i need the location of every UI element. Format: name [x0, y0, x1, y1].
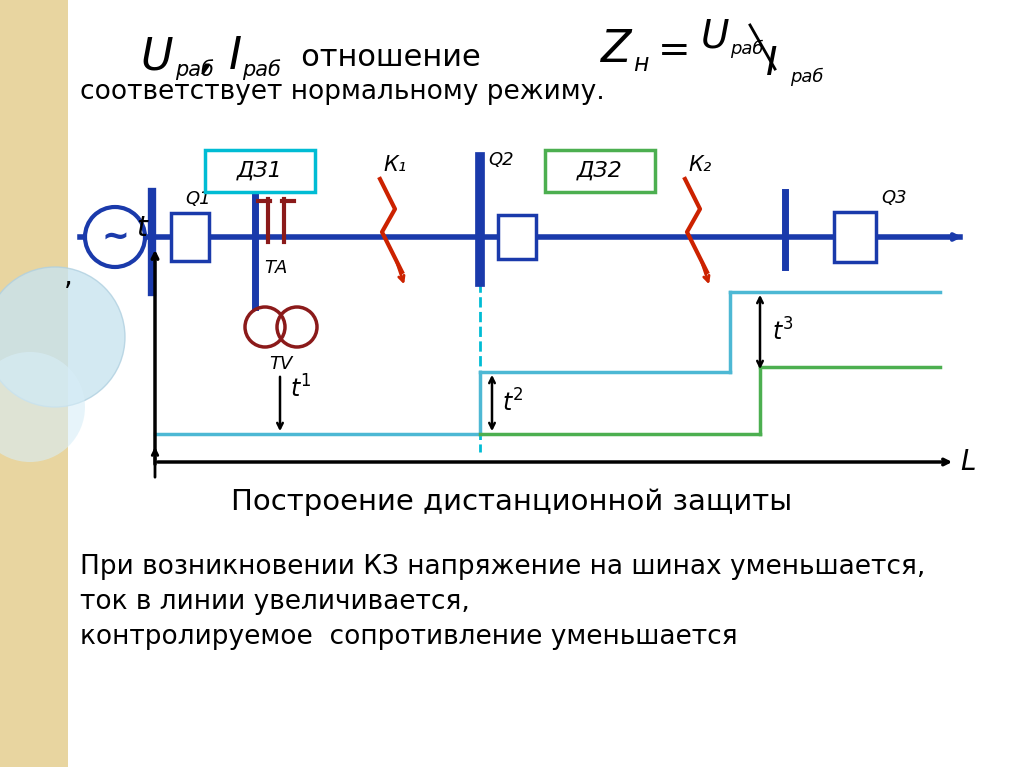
Text: Построение дистанционной защиты: Построение дистанционной защиты [231, 488, 793, 516]
Text: $t^3$: $t^3$ [772, 318, 794, 346]
Text: ДЗ2: ДЗ2 [578, 161, 623, 181]
Text: контролируемое  сопротивление уменьшается: контролируемое сопротивление уменьшается [80, 624, 737, 650]
Text: $I$: $I$ [765, 45, 777, 83]
Circle shape [0, 267, 125, 407]
Text: К₂: К₂ [688, 155, 712, 175]
Text: Q1: Q1 [185, 190, 211, 208]
Text: раб: раб [730, 40, 764, 58]
Text: $t^1$: $t^1$ [290, 375, 312, 403]
Text: ТА: ТА [264, 259, 288, 277]
Text: отношение: отношение [272, 42, 480, 71]
Bar [205, 150, 315, 192]
Text: Q2: Q2 [488, 151, 514, 169]
Bar [0, 0, 68, 767]
Text: К₁: К₁ [383, 155, 407, 175]
Text: TV: TV [269, 355, 293, 373]
Text: Q3: Q3 [881, 189, 906, 207]
Text: $U$: $U$ [700, 18, 730, 56]
Circle shape [0, 352, 85, 462]
Bar [171, 213, 209, 261]
Text: ~: ~ [101, 220, 129, 254]
Bar [498, 215, 536, 259]
Text: $U$: $U$ [140, 35, 174, 78]
Text: $Z$: $Z$ [600, 28, 634, 71]
Bar [545, 150, 655, 192]
Text: , $I$: , $I$ [200, 35, 243, 78]
Text: При возникновении КЗ напряжение на шинах уменьшается,: При возникновении КЗ напряжение на шинах… [80, 554, 926, 580]
Text: $t^2$: $t^2$ [502, 390, 524, 416]
Text: ,: , [63, 263, 73, 291]
Text: ток в линии увеличивается,: ток в линии увеличивается, [80, 589, 470, 615]
Text: раб: раб [790, 67, 823, 86]
Circle shape [85, 207, 145, 267]
Text: раб: раб [175, 60, 214, 81]
Text: ДЗ1: ДЗ1 [238, 161, 283, 181]
Text: $=$: $=$ [650, 30, 688, 68]
Bar [834, 212, 876, 262]
Text: н: н [633, 52, 648, 76]
Text: $L$: $L$ [961, 448, 976, 476]
Text: соответствует нормальному режиму.: соответствует нормальному режиму. [80, 79, 605, 105]
Text: раб: раб [242, 60, 281, 81]
Text: $t$: $t$ [136, 214, 150, 242]
